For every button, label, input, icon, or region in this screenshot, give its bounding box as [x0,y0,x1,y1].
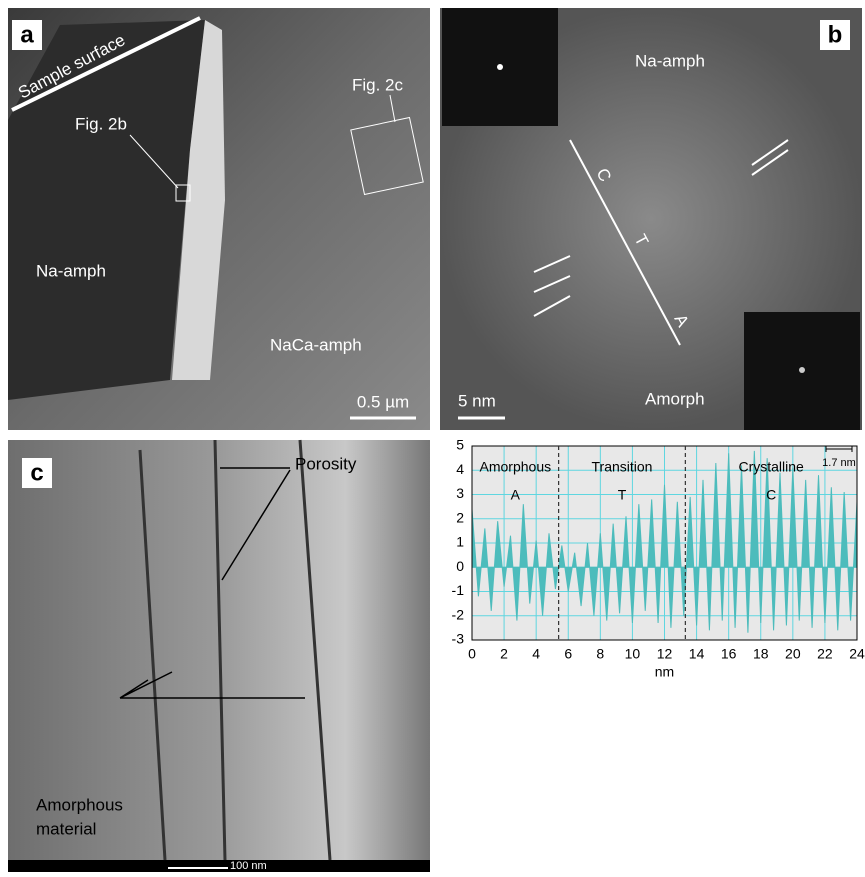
y-tick-label: -3 [452,631,465,647]
annotation: Fig. 2c [352,75,404,94]
x-tick-label: 6 [564,646,572,662]
x-tick-label: 2 [500,646,508,662]
annotation: Amorph [645,389,705,408]
surface-line [11,16,201,112]
x-tick-label: 10 [625,646,641,662]
y-tick-label: -1 [452,582,465,598]
annotation: Fig. 2b [75,114,127,133]
scale-label: 0.5 µm [357,392,409,411]
region-name: Crystalline [738,459,804,475]
scale-label: 1.7 nm [822,457,856,469]
leaders [119,467,305,699]
annotation: Porosity [295,454,357,473]
panel-a: a Sample surface Fig. 2b Fig. 2c Na-amph… [8,8,430,430]
annotation: Na-amph [635,51,705,70]
streaks [138,439,332,861]
area [471,450,858,633]
scale-label: 5 nm [458,391,496,410]
panel-label: c [30,459,43,486]
panel-label: b [828,21,843,48]
y-tick-label: 3 [456,485,464,501]
x-tick-label: 16 [721,646,737,662]
na-amph-grain [8,20,205,400]
x-tick-label: 22 [817,646,833,662]
arrows [533,139,789,317]
y-tick-label: 0 [456,558,464,574]
x-tick-label: 20 [785,646,801,662]
x-tick-label: 0 [468,646,476,662]
x-tick-label: 18 [753,646,769,662]
scale-bar [825,446,853,452]
y-tick-label: 5 [456,437,464,453]
region-letter: T [618,487,627,503]
label-box [12,20,42,50]
box-2c [350,116,424,196]
x-tick-label: 4 [532,646,540,662]
annotation: NaCa-amph [270,335,362,354]
leader [389,94,396,123]
bright-band [172,20,225,380]
x-tick-label: 14 [689,646,705,662]
region-name: Transition [592,459,653,475]
profile-line [569,139,681,346]
region-name: Amorphous [480,459,552,475]
scale-strip [8,860,430,872]
region-letter: C [766,487,776,503]
x-tick-label: 24 [849,646,865,662]
y-tick-label: -2 [452,606,465,622]
y-tick-label: 2 [456,509,464,525]
y-tick-label: 1 [456,534,464,550]
x-tick-label: 8 [596,646,604,662]
panel-b: b Na-amph C T A Amorph 5 nm [440,8,862,430]
label-box [820,20,850,50]
label-box [22,458,52,488]
annotation: Amorphous [36,795,123,814]
region-letter: A [511,487,521,503]
x-tick-label: 12 [657,646,673,662]
fft-spot [799,367,805,373]
panel-c: c Porosity Amorphous material 100 nm [8,439,430,872]
y-tick-label: 4 [456,461,464,477]
box-2b [175,184,191,202]
annotation: material [36,819,96,838]
panel-label: a [20,21,34,48]
fft-spot [497,64,503,70]
annotation: Na-amph [36,261,106,280]
plot-frame [471,445,858,641]
scale-label: 100 nm [230,860,267,872]
leader [129,134,179,189]
x-axis-label: nm [655,664,674,680]
